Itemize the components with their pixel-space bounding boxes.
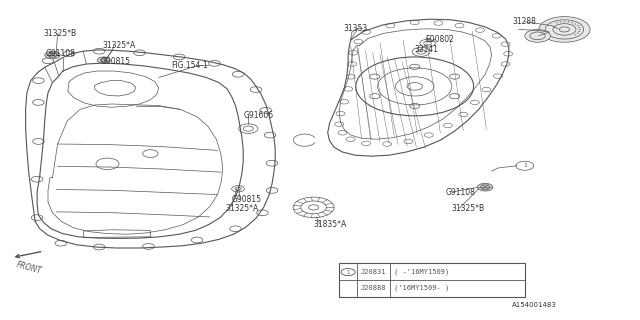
Text: ( -'16MY1509): ( -'16MY1509) bbox=[394, 269, 449, 275]
Text: FIG.154-1: FIG.154-1 bbox=[172, 61, 209, 70]
Circle shape bbox=[477, 183, 493, 191]
Text: 32141: 32141 bbox=[415, 45, 439, 54]
Text: ('16MY1509- ): ('16MY1509- ) bbox=[394, 285, 449, 292]
Text: J20888: J20888 bbox=[360, 285, 386, 291]
Circle shape bbox=[97, 57, 110, 63]
Text: G91108: G91108 bbox=[46, 49, 76, 58]
Text: E00802: E00802 bbox=[426, 35, 454, 44]
Text: FRONT: FRONT bbox=[15, 260, 42, 275]
Text: 31325*A: 31325*A bbox=[102, 41, 136, 50]
Bar bbox=[339, 263, 525, 297]
Text: 31835*A: 31835*A bbox=[314, 220, 347, 229]
Text: G90815: G90815 bbox=[101, 57, 131, 66]
Text: A154001483: A154001483 bbox=[512, 302, 557, 308]
Text: 31353: 31353 bbox=[343, 24, 367, 33]
Text: G91108: G91108 bbox=[445, 188, 476, 197]
Text: 31325*A: 31325*A bbox=[225, 204, 259, 213]
Text: 31325*B: 31325*B bbox=[451, 204, 484, 213]
Text: 1: 1 bbox=[346, 269, 350, 275]
Text: G91606: G91606 bbox=[243, 111, 273, 120]
Circle shape bbox=[525, 29, 550, 42]
Text: 31325*B: 31325*B bbox=[44, 29, 77, 38]
Text: G90815: G90815 bbox=[232, 195, 262, 204]
Circle shape bbox=[539, 17, 590, 42]
Text: J20831: J20831 bbox=[360, 269, 386, 275]
Text: 1: 1 bbox=[523, 163, 527, 168]
Circle shape bbox=[45, 51, 60, 59]
Text: 31288: 31288 bbox=[512, 17, 536, 26]
